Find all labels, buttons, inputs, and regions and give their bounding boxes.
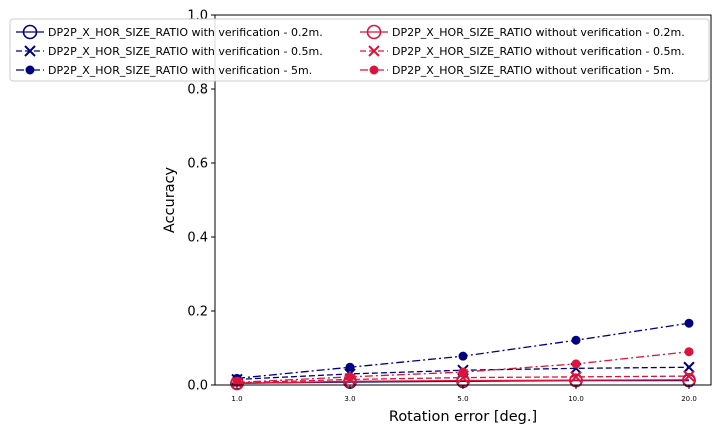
y-tick-label: 0.6 <box>187 157 208 172</box>
data-point <box>683 361 695 373</box>
legend-label: DP2P_X_HOR_SIZE_RATIO without verificati… <box>392 26 685 39</box>
x-tick-label: 10.0 <box>568 395 584 403</box>
legend-marker <box>369 65 379 75</box>
legend-marker <box>366 24 382 40</box>
legend-item: DP2P_X_HOR_SIZE_RATIO without verificati… <box>360 64 674 77</box>
x-tick-label: 5.0 <box>457 395 468 403</box>
legend-marker <box>25 65 35 75</box>
series-6 <box>232 347 694 387</box>
data-point <box>683 370 695 382</box>
legend-label: DP2P_X_HOR_SIZE_RATIO without verificati… <box>392 64 674 77</box>
legend-item: DP2P_X_HOR_SIZE_RATIO with verification … <box>16 45 323 58</box>
legend: DP2P_X_HOR_SIZE_RATIO with verification … <box>9 18 710 82</box>
y-tick-label: 0.2 <box>187 305 208 320</box>
data-point <box>570 371 582 383</box>
data-point <box>230 376 244 391</box>
series-3 <box>232 318 694 383</box>
legend-marker <box>24 45 36 57</box>
data-point <box>345 362 355 372</box>
legend-label: DP2P_X_HOR_SIZE_RATIO with verification … <box>48 45 323 58</box>
legend-label: DP2P_X_HOR_SIZE_RATIO without verificati… <box>392 45 685 58</box>
x-tick-label: 20.0 <box>681 395 697 403</box>
x-axis-label: Rotation error [deg.] <box>389 409 537 425</box>
y-axis-ticks: 0.00.20.40.60.81.0 <box>187 9 215 394</box>
data-point <box>458 367 468 377</box>
data-point <box>571 359 581 369</box>
legend-box <box>9 18 710 82</box>
plot-marks <box>230 318 696 391</box>
data-point <box>684 318 694 328</box>
x-tick-label: 1.0 <box>231 395 242 403</box>
y-axis-label: Accuracy <box>162 166 178 233</box>
data-point <box>345 372 355 382</box>
legend-item: DP2P_X_HOR_SIZE_RATIO without verificati… <box>360 45 685 58</box>
legend-item: DP2P_X_HOR_SIZE_RATIO with verification … <box>16 64 312 77</box>
x-tick-label: 3.0 <box>344 395 355 403</box>
data-point <box>458 351 468 361</box>
series-line <box>236 379 690 385</box>
legend-marker <box>22 24 38 40</box>
data-point <box>684 347 694 357</box>
legend-label: DP2P_X_HOR_SIZE_RATIO with verification … <box>48 64 312 77</box>
y-tick-label: 0.4 <box>187 231 208 246</box>
legend-item: DP2P_X_HOR_SIZE_RATIO without verificati… <box>360 24 685 40</box>
data-point <box>571 335 581 345</box>
legend-marker <box>368 45 380 57</box>
legend-item: DP2P_X_HOR_SIZE_RATIO with verification … <box>16 24 323 40</box>
x-axis-ticks: 1.0 3.0 5.0 10.0 20.0 <box>231 385 697 403</box>
y-tick-label: 0.0 <box>187 379 208 394</box>
legend-label: DP2P_X_HOR_SIZE_RATIO with verification … <box>48 26 323 39</box>
y-tick-label: 0.8 <box>187 83 208 98</box>
